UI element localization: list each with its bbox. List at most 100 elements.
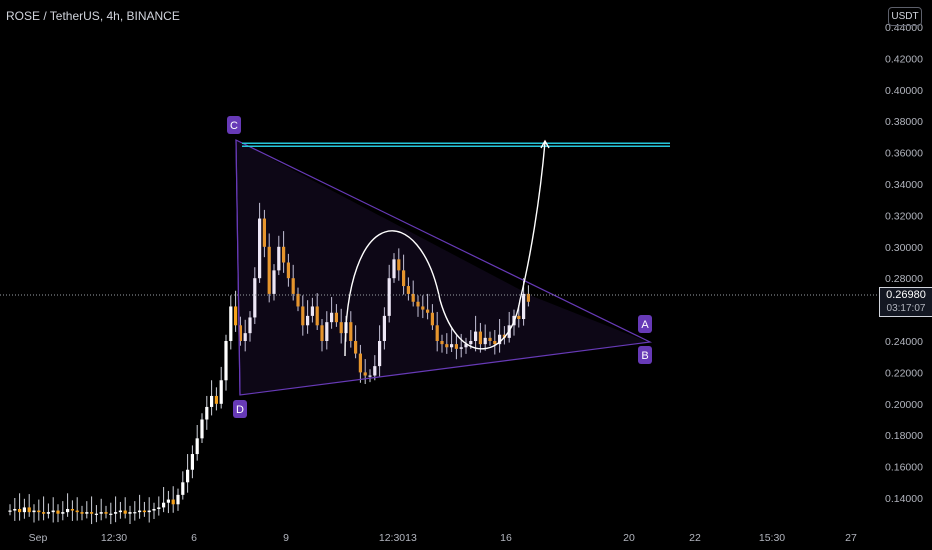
- pattern-point-a[interactable]: A: [638, 315, 652, 333]
- label-box: [638, 315, 652, 333]
- y-tick-label: 0.38000: [885, 116, 923, 128]
- candle-body: [90, 512, 94, 514]
- candle-body: [94, 513, 98, 515]
- pattern-point-b[interactable]: B: [638, 346, 652, 364]
- candle-body: [478, 331, 482, 345]
- candle-body: [430, 312, 434, 326]
- candle-body: [416, 301, 420, 307]
- candle-body: [18, 508, 22, 513]
- candle-body: [85, 512, 89, 514]
- candle-body: [61, 512, 65, 514]
- pattern-point-c[interactable]: C: [227, 116, 241, 134]
- y-tick-label: 0.18000: [885, 430, 923, 442]
- candle-body: [80, 512, 84, 514]
- candle-body: [171, 499, 175, 505]
- candle-body: [258, 218, 262, 279]
- symbol-title: ROSE / TetherUS, 4h, BINANCE: [6, 9, 180, 23]
- candle-body: [392, 259, 396, 279]
- candle-body: [8, 510, 12, 512]
- candle-body: [238, 325, 242, 341]
- candle-body: [22, 507, 26, 513]
- candle-body: [378, 341, 382, 367]
- label-text: B: [641, 350, 648, 362]
- candle-body: [181, 482, 185, 495]
- candle-body: [368, 375, 372, 377]
- candle-body: [406, 286, 410, 294]
- candle-body: [382, 315, 386, 341]
- candle-body: [27, 507, 31, 513]
- candle-body: [440, 341, 444, 345]
- candle-body: [277, 246, 281, 271]
- candle-body: [32, 510, 36, 513]
- candle-body: [330, 312, 334, 323]
- x-tick-label: 12:30: [101, 532, 127, 544]
- candle-body: [363, 372, 367, 376]
- candle-body: [219, 380, 223, 404]
- arrow-head: [540, 139, 550, 149]
- candle-body: [142, 510, 146, 513]
- candle-body: [306, 315, 310, 326]
- candle-body: [493, 341, 497, 345]
- candle-body: [147, 510, 151, 513]
- candle-body: [224, 341, 228, 381]
- candle-body: [526, 293, 530, 302]
- candle-body: [229, 306, 233, 341]
- candle-body: [272, 270, 276, 294]
- candle-body: [13, 508, 17, 511]
- label-text: A: [641, 319, 649, 331]
- candle-body: [200, 419, 204, 439]
- candle-body: [70, 508, 74, 511]
- x-tick-label: 12:30: [379, 532, 405, 544]
- candle-body: [358, 353, 362, 373]
- candle-body: [464, 344, 468, 348]
- currency-unit-badge[interactable]: USDT: [888, 7, 922, 26]
- candle-body: [483, 337, 487, 345]
- candle-body: [162, 502, 166, 508]
- candle-body: [286, 262, 290, 279]
- candle-body: [128, 512, 132, 514]
- last-price-value: 0.26980: [886, 289, 926, 301]
- candle-body: [176, 494, 180, 505]
- candle-body: [349, 322, 353, 341]
- pattern-point-d[interactable]: D: [233, 400, 247, 418]
- candle-body: [248, 317, 252, 334]
- x-tick-label: Sep: [29, 532, 48, 544]
- candle-body: [296, 293, 300, 307]
- y-tick-label: 0.32000: [885, 210, 923, 222]
- candle-body: [498, 334, 502, 345]
- y-tick-label: 0.16000: [885, 462, 923, 474]
- time-axis[interactable]: Sep 12:30 6 9 12:30 13 16 20 22 15:30 27: [29, 532, 857, 544]
- candle-body: [459, 347, 463, 349]
- x-tick-label: 22: [689, 532, 701, 544]
- candle-body: [445, 344, 449, 348]
- y-tick-label: 0.34000: [885, 179, 923, 191]
- label-box: [638, 346, 652, 364]
- y-tick-label: 0.24000: [885, 336, 923, 348]
- candle-body: [282, 246, 286, 263]
- candle-body: [205, 406, 209, 420]
- candle-body: [387, 278, 391, 316]
- candle-body: [454, 344, 458, 349]
- x-tick-label: 27: [845, 532, 857, 544]
- triangle-edge-cd: [235, 139, 241, 396]
- candle-body: [517, 315, 521, 320]
- candle-body: [109, 513, 113, 515]
- candle-body: [325, 322, 329, 341]
- candle-body: [133, 512, 137, 514]
- candle-body: [42, 512, 46, 514]
- candle-body: [267, 246, 271, 294]
- candle-body: [66, 508, 70, 513]
- x-tick-label: 20: [623, 532, 635, 544]
- candle-body: [435, 325, 439, 341]
- candle-body: [320, 325, 324, 341]
- price-axis[interactable]: 0.440000.420000.400000.380000.360000.340…: [885, 22, 923, 505]
- candle-body: [75, 510, 79, 513]
- candle-body: [210, 395, 214, 407]
- candle-body: [186, 469, 190, 483]
- drawings-layer: C D A B: [227, 116, 670, 418]
- x-tick-label: 9: [283, 532, 289, 544]
- candle-body: [51, 510, 55, 513]
- candle-body: [152, 508, 156, 511]
- y-tick-label: 0.14000: [885, 493, 923, 505]
